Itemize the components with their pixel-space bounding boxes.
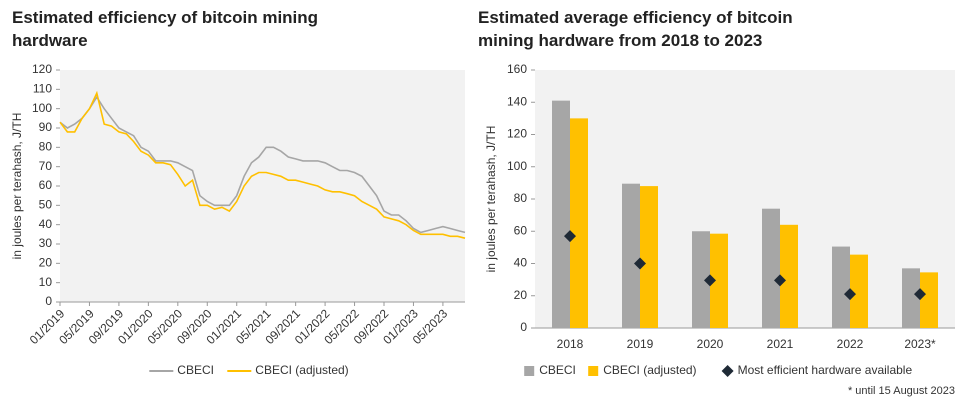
- y-tick-label: 10: [39, 275, 53, 289]
- line-series: [59, 95, 466, 234]
- footnote: * until 15 August 2023: [848, 385, 955, 397]
- plot-area: [60, 70, 465, 302]
- bar: [762, 208, 780, 328]
- legend-swatch: [721, 365, 734, 377]
- y-tick-label: 80: [514, 191, 528, 205]
- x-tick-label: 2018: [557, 337, 584, 351]
- y-tick-label: 120: [507, 127, 527, 141]
- y-axis-label: in joules per terahash, J/TH: [484, 126, 498, 273]
- x-tick-label: 2023*: [904, 337, 936, 351]
- y-tick-label: 80: [39, 140, 53, 154]
- marker: [844, 288, 856, 301]
- legend-swatch: [524, 366, 535, 376]
- bar: [920, 272, 938, 328]
- y-tick-label: 40: [39, 217, 53, 231]
- chart-title: Estimated average efficiency of bitcoin …: [478, 8, 793, 50]
- y-tick-label: 20: [39, 256, 53, 270]
- y-tick-label: 30: [39, 236, 53, 250]
- y-tick-label: 0: [45, 294, 52, 308]
- bar: [552, 100, 570, 328]
- bar: [622, 183, 640, 328]
- y-tick-label: 110: [33, 82, 52, 96]
- bar: [710, 233, 728, 328]
- marker: [634, 257, 646, 270]
- y-tick-label: 140: [507, 94, 527, 108]
- bar: [780, 224, 798, 328]
- legend-label: CBECI (adjusted): [603, 363, 696, 377]
- bar: [902, 268, 920, 328]
- bar: [570, 118, 588, 328]
- y-tick-label: 50: [39, 198, 53, 212]
- y-tick-label: 120: [32, 62, 52, 76]
- x-tick-label: 2021: [767, 337, 794, 351]
- bar: [692, 231, 710, 328]
- legend-label: CBECI: [177, 363, 214, 377]
- marker: [914, 288, 926, 301]
- legend-label: CBECI (adjusted): [255, 363, 348, 377]
- y-axis-label: in joules per terahash, J/TH: [10, 113, 24, 260]
- marker: [564, 230, 576, 243]
- x-tick-label: 2020: [697, 337, 724, 351]
- y-tick-label: 100: [32, 101, 52, 115]
- plot-area: [535, 70, 955, 328]
- y-tick-label: 60: [514, 223, 528, 237]
- y-tick-label: 20: [514, 288, 528, 302]
- marker: [704, 274, 716, 287]
- y-tick-label: 100: [507, 159, 527, 173]
- y-tick-label: 160: [507, 62, 527, 76]
- legend-label: CBECI: [539, 363, 576, 377]
- x-tick-label: 2019: [627, 337, 654, 351]
- y-tick-label: 70: [39, 159, 53, 173]
- bar: [640, 186, 658, 328]
- bar: [832, 246, 850, 328]
- y-tick-label: 90: [39, 120, 53, 134]
- line-series: [59, 90, 466, 239]
- x-tick-label: 2022: [837, 337, 864, 351]
- y-tick-label: 0: [520, 320, 527, 334]
- bar: [850, 254, 868, 328]
- marker: [774, 274, 786, 287]
- y-tick-label: 40: [514, 256, 528, 270]
- chart-title: Estimated efficiency of bitcoin mining h…: [12, 8, 319, 50]
- legend-label: Most efficient hardware available: [738, 363, 913, 377]
- y-tick-label: 60: [39, 178, 53, 192]
- legend-swatch: [588, 366, 599, 376]
